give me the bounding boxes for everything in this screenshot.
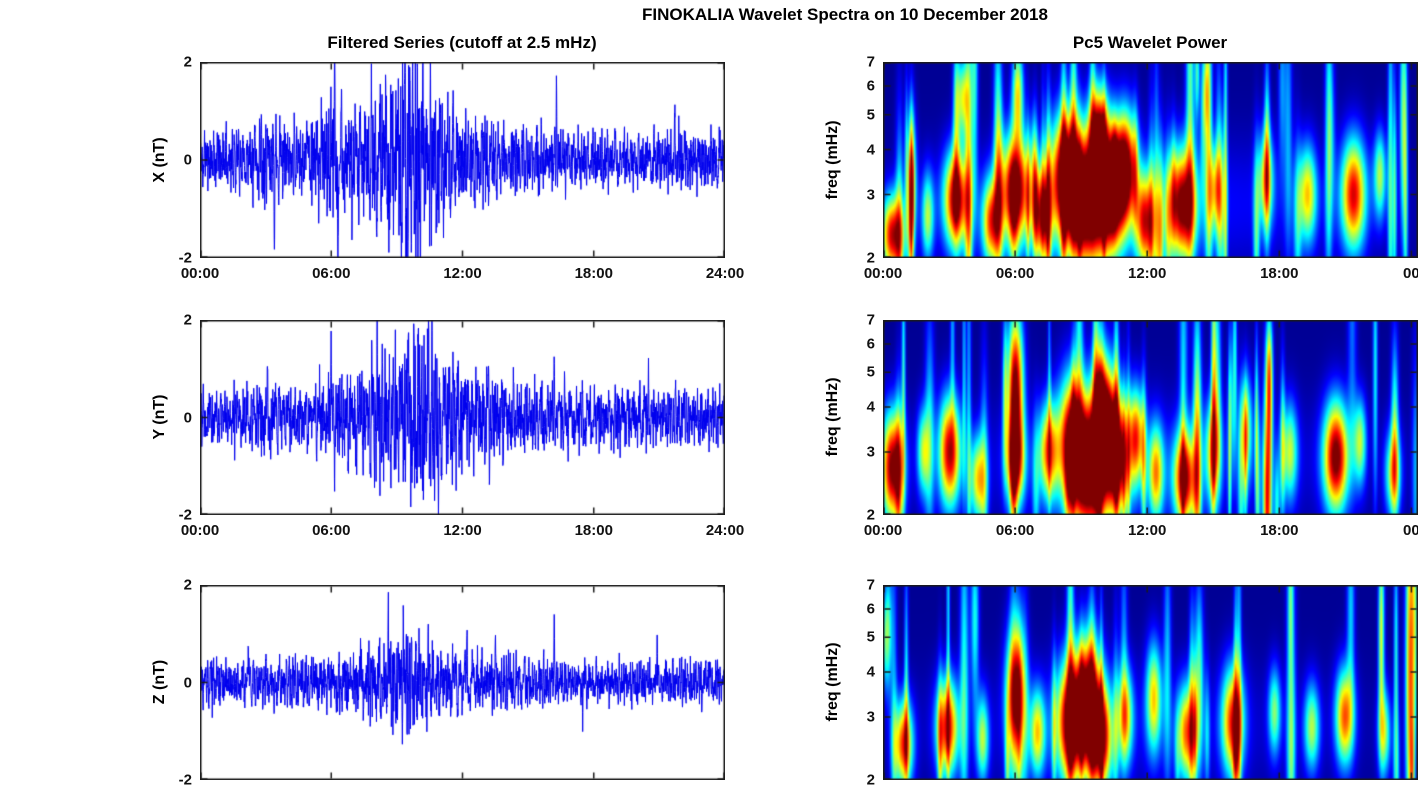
x-tick-label: 06:00 [995, 265, 1035, 282]
x-tick-label: 18:00 [1260, 265, 1299, 282]
x-tick-label: 06:00 [312, 522, 351, 539]
right-column-title: Pc5 Wavelet Power [1072, 33, 1228, 52]
y-tick-label: 0 [183, 409, 192, 426]
y-tick-label: -2 [178, 506, 192, 524]
y-tick-label: 7 [866, 311, 875, 329]
x-filtered-series-plot [200, 62, 725, 258]
x-tick-label: 18:00 [1260, 522, 1299, 539]
y-tick-label: 5 [866, 363, 875, 381]
y-wavelet-power-heatmap [883, 320, 1418, 515]
y-tick-label: 2 [183, 311, 192, 329]
y-tick-label: 2 [866, 249, 875, 267]
x-wavelet-power-heatmap [883, 62, 1418, 258]
y-tick-label: -2 [178, 249, 192, 267]
x-tick-label: 18:00 [574, 265, 613, 282]
left-column-title: Filtered Series (cutoff at 2.5 mHz) [327, 33, 597, 52]
y-tick-label: 4 [866, 398, 875, 416]
x-tick-label: 00 [1403, 265, 1418, 282]
y-tick-label: 3 [866, 186, 875, 204]
x-tick-label: 00:00 [863, 265, 903, 282]
y-tick-label: 0 [183, 674, 192, 691]
x-tick-label: 06:00 [312, 265, 351, 282]
figure-title: FINOKALIA Wavelet Spectra on 10 December… [642, 5, 1048, 24]
y-tick-label: 6 [866, 77, 875, 95]
y-tick-label: 7 [866, 53, 875, 71]
x-tick-label: 00:00 [180, 265, 220, 282]
y-tick-label: 2 [866, 771, 875, 788]
y-tick-label: 5 [866, 628, 875, 646]
y-filtered-series-plot [200, 320, 725, 515]
y-tick-label: 0 [183, 151, 192, 169]
x-tick-label: 18:00 [574, 522, 613, 539]
y-tick-label: 5 [866, 106, 875, 124]
x-tick-label: 12:00 [443, 522, 482, 539]
y-tick-label: 4 [866, 663, 875, 681]
x-tick-label: 00:00 [180, 522, 220, 539]
x-tick-label: 06:00 [995, 522, 1035, 539]
x-tick-label: 00:00 [863, 522, 903, 539]
y-tick-label: 2 [866, 506, 875, 524]
z-wavelet-power-heatmap [883, 585, 1418, 780]
y-tick-label: 3 [866, 443, 875, 461]
y-tick-label: 7 [866, 576, 875, 594]
x-tick-label: 12:00 [1128, 265, 1167, 282]
y-tick-label: 6 [866, 600, 875, 618]
y-tick-label: 3 [866, 708, 875, 726]
y-tick-label: 2 [183, 576, 192, 594]
y-tick-label: -2 [178, 771, 192, 788]
x-tick-label: 12:00 [1128, 522, 1167, 539]
x-tick-label: 00 [1403, 522, 1418, 539]
x-tick-label: 24:00 [705, 522, 745, 539]
x-tick-label: 24:00 [705, 265, 745, 282]
y-tick-label: 6 [866, 335, 875, 353]
y-tick-label: 4 [866, 141, 875, 159]
x-tick-label: 12:00 [443, 265, 482, 282]
y-tick-label: 2 [183, 53, 192, 71]
z-filtered-series-plot [200, 585, 725, 780]
